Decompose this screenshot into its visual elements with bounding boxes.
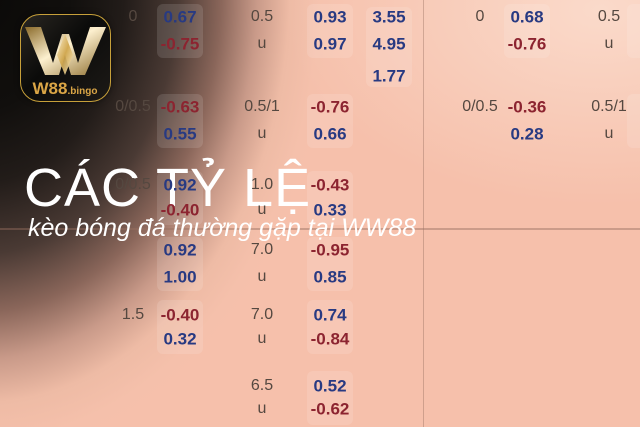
svg-text:W88.bingo: W88.bingo xyxy=(33,79,98,98)
